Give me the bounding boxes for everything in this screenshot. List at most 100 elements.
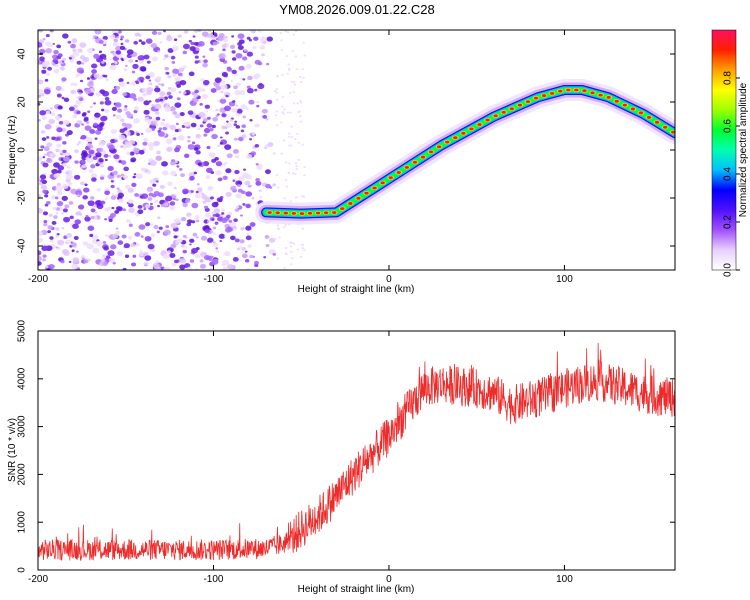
noise-blob — [159, 91, 166, 97]
noise-blob — [70, 242, 77, 247]
noise-blob — [60, 259, 65, 264]
noise-blob — [84, 183, 88, 187]
noise-blob — [101, 254, 107, 259]
noise-blob — [45, 72, 51, 77]
noise-blob — [51, 168, 59, 175]
noise-blob — [235, 125, 241, 129]
noise-blob — [206, 123, 213, 128]
noise-blob — [188, 172, 195, 178]
noise-blob — [302, 195, 306, 198]
noise-blob — [130, 81, 136, 86]
noise-blob — [42, 211, 49, 216]
noise-blob — [211, 124, 216, 129]
noise-blob — [204, 205, 209, 210]
noise-blob — [199, 259, 204, 263]
noise-blob — [202, 55, 206, 58]
spectrogram-y-ticks: -40 -20 0 20 40 — [17, 48, 675, 253]
noise-blob — [177, 34, 182, 38]
noise-blob — [292, 33, 296, 36]
noise-blob — [97, 126, 103, 131]
noise-blob — [254, 88, 258, 92]
noise-blob — [247, 75, 253, 81]
noise-blob — [145, 222, 151, 227]
noise-blob — [221, 125, 226, 130]
noise-blob — [232, 256, 239, 262]
y-tick-label: 3000 — [17, 415, 28, 438]
noise-blob — [209, 47, 214, 52]
noise-blob — [49, 107, 53, 110]
noise-blob — [62, 208, 68, 213]
noise-blob — [229, 118, 233, 122]
ridge-bead-core — [436, 145, 442, 149]
noise-blob — [178, 67, 185, 73]
noise-blob — [246, 87, 254, 94]
noise-blob — [195, 150, 201, 155]
noise-blob — [283, 266, 286, 269]
noise-blob — [43, 220, 48, 224]
y-tick-label: 20 — [17, 96, 28, 108]
noise-blob — [190, 100, 194, 103]
noise-blob — [89, 233, 94, 238]
noise-blob — [266, 36, 274, 42]
noise-blob — [83, 117, 89, 122]
noise-blob — [38, 30, 44, 33]
noise-blob — [88, 144, 93, 149]
noise-blob — [136, 131, 140, 134]
noise-blob — [195, 236, 199, 239]
noise-blob — [83, 259, 89, 264]
noise-blob — [157, 216, 161, 220]
noise-blob — [92, 247, 100, 254]
ridge-bead-core — [654, 120, 660, 124]
noise-blob — [96, 188, 101, 192]
noise-blob — [95, 240, 103, 246]
noise-blob — [63, 250, 70, 256]
noise-blob — [158, 82, 161, 86]
noise-blob — [302, 41, 305, 44]
noise-blob — [50, 112, 56, 117]
noise-blob — [146, 60, 151, 64]
noise-blob — [170, 222, 178, 229]
noise-blob — [102, 90, 110, 97]
noise-blob — [141, 87, 148, 93]
noise-blob — [280, 105, 284, 108]
noise-blob — [237, 33, 245, 39]
noise-blob — [77, 48, 83, 53]
noise-blob — [173, 235, 178, 239]
noise-blob — [265, 244, 270, 248]
noise-blob — [289, 111, 293, 114]
ridge-bead-core — [275, 211, 280, 215]
noise-blob — [234, 169, 240, 175]
noise-blob — [275, 88, 279, 91]
noise-blob — [150, 43, 158, 49]
noise-blob — [219, 142, 223, 145]
noise-blob — [203, 255, 211, 261]
snr-panel: -200 -100 0 100 0 1000 2000 3000 4000 5000 Heigh… — [7, 319, 676, 595]
noise-blob — [130, 262, 137, 267]
noise-blob — [299, 75, 302, 78]
noise-blob — [113, 38, 119, 43]
noise-blob — [125, 123, 133, 129]
noise-blob — [280, 48, 284, 51]
noise-blob — [226, 120, 229, 123]
noise-blob — [132, 175, 136, 179]
noise-blob — [260, 38, 267, 44]
noise-blob — [80, 159, 86, 164]
noise-blob — [249, 222, 256, 227]
noise-blob — [215, 249, 220, 253]
noise-blob — [72, 257, 80, 263]
noise-blob — [133, 118, 140, 124]
noise-blob — [128, 207, 135, 213]
noise-blob — [84, 125, 92, 131]
noise-blob — [80, 181, 85, 186]
noise-blob — [120, 35, 125, 39]
chart-title: YM08.2026.009.01.22.C28 — [279, 2, 434, 17]
noise-blob — [199, 263, 207, 269]
noise-blob — [298, 110, 301, 113]
noise-blob — [293, 138, 297, 141]
colorbar-tick-label: 0.8 — [723, 71, 734, 85]
noise-blob — [205, 110, 209, 113]
noise-blob — [111, 30, 119, 34]
noise-blob — [274, 237, 277, 240]
noise-blob — [249, 138, 253, 141]
